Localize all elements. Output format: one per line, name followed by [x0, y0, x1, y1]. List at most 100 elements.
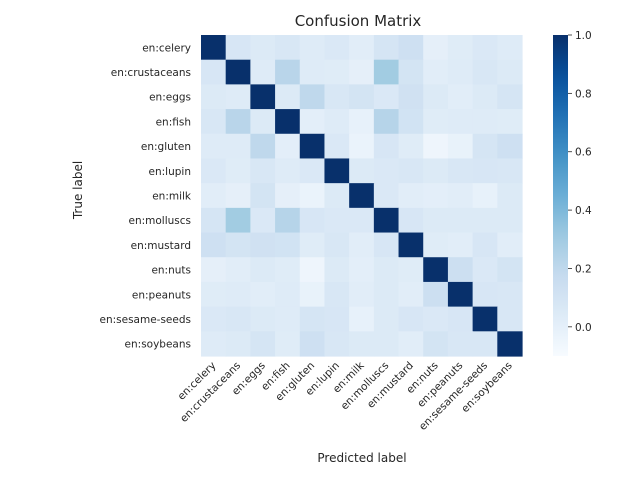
- y-tick-gluten: en:gluten: [141, 141, 191, 153]
- cell-celery-sesame-seeds: [472, 35, 498, 61]
- cell-fish-celery: [201, 109, 227, 135]
- cell-mustard-fish: [275, 232, 301, 258]
- cell-peanuts-eggs: [250, 281, 276, 308]
- y-tick-fish: en:fish: [156, 116, 191, 128]
- cell-eggs-eggs: [250, 84, 276, 110]
- cell-eggs-mustard: [398, 84, 424, 110]
- cell-gluten-lupin: [324, 133, 350, 160]
- x-tick-labels: en:celeryen:crustaceansen:eggsen:fishen:…: [175, 359, 514, 433]
- cell-nuts-fish: [275, 257, 301, 283]
- cell-crustaceans-molluscs: [373, 59, 400, 85]
- cell-gluten-crustaceans: [225, 133, 251, 160]
- cell-mustard-mustard: [398, 232, 424, 258]
- cell-soybeans-milk: [349, 331, 375, 357]
- cell-milk-sesame-seeds: [472, 183, 498, 209]
- cell-eggs-soybeans: [497, 84, 523, 110]
- colorbar-tick-label: 0.8: [575, 88, 592, 100]
- cell-molluscs-nuts: [423, 207, 449, 234]
- colorbar-tick-label: 1.0: [575, 30, 592, 42]
- cell-crustaceans-mustard: [398, 59, 424, 85]
- cell-crustaceans-celery: [201, 59, 227, 85]
- cell-peanuts-celery: [201, 281, 227, 308]
- cell-fish-lupin: [324, 109, 350, 135]
- cell-lupin-lupin: [324, 158, 350, 184]
- y-tick-soybeans: en:soybeans: [125, 339, 191, 351]
- cell-milk-fish: [275, 183, 301, 209]
- cell-molluscs-sesame-seeds: [472, 207, 498, 234]
- colorbar-tick-label: 0.2: [575, 263, 592, 275]
- cell-gluten-eggs: [250, 133, 276, 160]
- cell-soybeans-peanuts: [447, 331, 474, 357]
- cell-milk-molluscs: [373, 183, 400, 209]
- cell-nuts-celery: [201, 257, 227, 283]
- cell-nuts-lupin: [324, 257, 350, 283]
- cell-lupin-eggs: [250, 158, 276, 184]
- cell-eggs-molluscs: [373, 84, 400, 110]
- cell-crustaceans-crustaceans: [225, 59, 251, 85]
- cell-fish-soybeans: [497, 109, 523, 135]
- cell-molluscs-eggs: [250, 207, 276, 234]
- chart-title: Confusion Matrix: [295, 12, 422, 30]
- cell-lupin-gluten: [299, 158, 326, 184]
- cell-mustard-gluten: [299, 232, 326, 258]
- colorbar: [553, 35, 568, 356]
- cell-molluscs-peanuts: [447, 207, 474, 234]
- cell-lupin-milk: [349, 158, 375, 184]
- cell-lupin-celery: [201, 158, 227, 184]
- cell-fish-peanuts: [447, 109, 474, 135]
- cell-soybeans-crustaceans: [225, 331, 251, 357]
- cell-lupin-molluscs: [373, 158, 400, 184]
- cell-sesame-seeds-mustard: [398, 306, 424, 332]
- cell-peanuts-nuts: [423, 281, 449, 308]
- cell-peanuts-fish: [275, 281, 301, 308]
- cell-gluten-nuts: [423, 133, 449, 160]
- cell-eggs-crustaceans: [225, 84, 251, 110]
- cell-soybeans-sesame-seeds: [472, 331, 498, 357]
- cell-nuts-sesame-seeds: [472, 257, 498, 283]
- cell-soybeans-gluten: [299, 331, 326, 357]
- cell-nuts-eggs: [250, 257, 276, 283]
- cell-nuts-soybeans: [497, 257, 523, 283]
- cell-eggs-milk: [349, 84, 375, 110]
- cell-sesame-seeds-eggs: [250, 306, 276, 332]
- cell-celery-peanuts: [447, 35, 474, 61]
- y-tick-molluscs: en:molluscs: [128, 215, 191, 227]
- cell-peanuts-peanuts: [447, 281, 474, 308]
- cell-sesame-seeds-peanuts: [447, 306, 474, 332]
- cell-gluten-soybeans: [497, 133, 523, 160]
- cell-lupin-sesame-seeds: [472, 158, 498, 184]
- colorbar-ticks: 0.0 0.2 0.4 0.6 0.8 1.0: [568, 30, 592, 334]
- cell-sesame-seeds-molluscs: [373, 306, 400, 332]
- cell-milk-mustard: [398, 183, 424, 209]
- cell-milk-soybeans: [497, 183, 523, 209]
- cell-eggs-celery: [201, 84, 227, 110]
- cell-nuts-nuts: [423, 257, 449, 283]
- cell-nuts-milk: [349, 257, 375, 283]
- cell-sesame-seeds-gluten: [299, 306, 326, 332]
- cell-crustaceans-fish: [275, 59, 301, 85]
- cell-milk-eggs: [250, 183, 276, 209]
- cell-crustaceans-gluten: [299, 59, 326, 85]
- cell-fish-mustard: [398, 109, 424, 135]
- cell-soybeans-soybeans: [497, 331, 523, 357]
- cell-sesame-seeds-milk: [349, 306, 375, 332]
- cell-celery-gluten: [299, 35, 326, 61]
- cell-eggs-lupin: [324, 84, 350, 110]
- cell-milk-peanuts: [447, 183, 474, 209]
- cell-molluscs-milk: [349, 207, 375, 234]
- cell-peanuts-gluten: [299, 281, 326, 308]
- cell-lupin-nuts: [423, 158, 449, 184]
- cell-eggs-peanuts: [447, 84, 474, 110]
- cell-soybeans-mustard: [398, 331, 424, 357]
- cell-gluten-peanuts: [447, 133, 474, 160]
- colorbar-tick-label: 0.6: [575, 147, 592, 159]
- cell-nuts-crustaceans: [225, 257, 251, 283]
- cell-celery-nuts: [423, 35, 449, 61]
- y-tick-lupin: en:lupin: [149, 166, 191, 178]
- cell-sesame-seeds-lupin: [324, 306, 350, 332]
- cell-gluten-sesame-seeds: [472, 133, 498, 160]
- cell-soybeans-fish: [275, 331, 301, 357]
- y-tick-milk: en:milk: [152, 191, 192, 203]
- cell-crustaceans-sesame-seeds: [472, 59, 498, 85]
